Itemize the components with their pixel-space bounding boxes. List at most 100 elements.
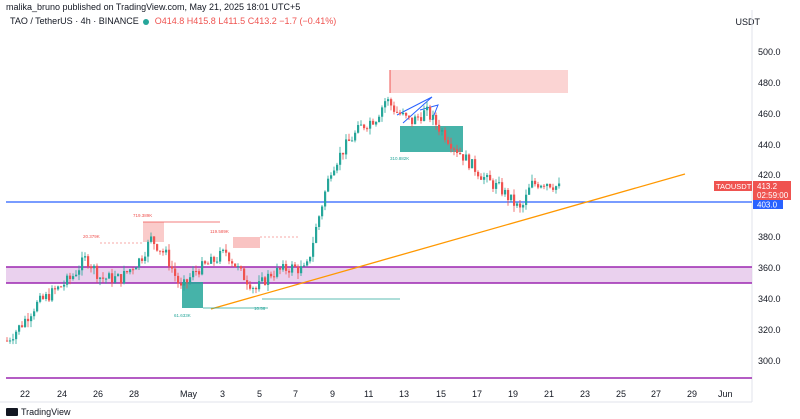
- candle-body: [228, 252, 231, 262]
- candle-body: [345, 139, 348, 155]
- candle-body: [492, 180, 495, 189]
- time-tick: 28: [129, 389, 139, 399]
- symbol-info: TAO / TetherUS · 4h · BINANCE O414.8 H41…: [10, 16, 336, 26]
- candle-body: [531, 180, 534, 188]
- time-tick: Jun: [718, 389, 733, 399]
- candle-body: [249, 284, 252, 289]
- candle-body: [393, 105, 396, 112]
- candle-body: [117, 274, 120, 277]
- candle-body: [162, 251, 165, 253]
- candle-body: [111, 273, 114, 283]
- purple-zone[interactable]: [6, 267, 752, 283]
- candle-body: [321, 206, 324, 217]
- candle-body: [291, 264, 294, 273]
- candle-body: [288, 270, 291, 273]
- annotation-label-d: 61.633K: [174, 313, 191, 318]
- candle-body: [114, 276, 117, 283]
- demand-box-top[interactable]: [400, 126, 463, 152]
- candle-body: [414, 116, 417, 125]
- time-tick: May: [180, 389, 198, 399]
- candle-body: [384, 101, 387, 108]
- candle-body: [36, 301, 39, 312]
- candle-body: [45, 294, 48, 300]
- candle-body: [552, 187, 555, 190]
- candle-body: [306, 261, 309, 266]
- time-tick: 15: [436, 389, 446, 399]
- candle-body: [519, 203, 522, 208]
- candle-body: [63, 284, 66, 287]
- candle-body: [462, 154, 465, 161]
- candle-body: [174, 268, 177, 276]
- candle-body: [222, 249, 225, 251]
- candle-body: [138, 258, 141, 268]
- hline-price-badge: [753, 200, 783, 209]
- time-tick: 23: [580, 389, 590, 399]
- supply-zone[interactable]: [390, 70, 568, 93]
- candle-body: [159, 250, 162, 252]
- supply-box-a[interactable]: [143, 222, 164, 242]
- candle-body: [234, 263, 237, 267]
- price-tick: 300.0: [758, 356, 781, 366]
- time-axis[interactable]: 22 24 26 28 May 3 5 7 9 11 13 15 17 19 2…: [20, 389, 733, 399]
- candle-body: [144, 256, 147, 261]
- candle-body: [474, 159, 477, 172]
- time-tick: 19: [508, 389, 518, 399]
- candle-body: [450, 143, 453, 149]
- candle-body: [129, 269, 132, 273]
- candle-body: [375, 121, 378, 125]
- candle-body: [528, 187, 531, 195]
- candle-body: [180, 283, 183, 286]
- time-tick: 5: [257, 389, 262, 399]
- trend-line[interactable]: [210, 173, 686, 310]
- candle-body: [141, 258, 144, 261]
- candle-body: [507, 189, 510, 201]
- candle-body: [189, 277, 192, 283]
- candle-body: [123, 271, 126, 284]
- price-axis[interactable]: 500.0 480.0 460.0 440.0 420.0 380.0 360.…: [758, 47, 781, 366]
- candle-body: [258, 281, 261, 290]
- candle-body: [312, 242, 315, 257]
- candle-body: [498, 182, 501, 184]
- candle-body: [261, 277, 264, 282]
- time-tick: 11: [364, 389, 373, 399]
- candle-body: [441, 130, 444, 132]
- candle-body: [18, 325, 21, 332]
- candle-body: [363, 124, 366, 129]
- candle-body: [402, 112, 405, 115]
- candle-body: [24, 318, 27, 327]
- footer-brand[interactable]: TradingView: [6, 407, 71, 417]
- candle-body: [465, 154, 468, 161]
- price-tick: 460.0: [758, 109, 781, 119]
- candle-body: [336, 164, 339, 171]
- candle-body: [390, 99, 393, 106]
- candle-body: [360, 124, 363, 126]
- supply-box-b[interactable]: [233, 237, 260, 248]
- countdown-text: 02:59:00: [757, 191, 789, 200]
- candle-body: [93, 265, 96, 269]
- symbol-name[interactable]: TAO / TetherUS · 4h · BINANCE: [10, 16, 139, 26]
- candle-body: [132, 269, 135, 271]
- candle-body: [165, 249, 168, 253]
- last-price-badge: [753, 181, 791, 200]
- candle-body: [171, 266, 174, 269]
- candle-body: [510, 194, 513, 201]
- candlestick-series[interactable]: [6, 96, 561, 345]
- time-tick: 22: [20, 389, 30, 399]
- demand-box-bottom[interactable]: [182, 282, 203, 308]
- candle-body: [183, 279, 186, 286]
- candle-body: [297, 266, 300, 274]
- candle-body: [105, 278, 108, 280]
- time-tick: 26: [93, 389, 103, 399]
- candle-body: [195, 271, 198, 273]
- candle-body: [537, 184, 540, 188]
- time-tick: 29: [687, 389, 697, 399]
- candle-body: [513, 194, 516, 206]
- publisher-header: malika_bruno published on TradingView.co…: [6, 2, 301, 12]
- candle-body: [84, 256, 87, 258]
- candle-body: [150, 236, 153, 242]
- tradingview-logo-icon: [6, 408, 18, 416]
- candle-body: [543, 185, 546, 187]
- hline-price-text: 403.0: [757, 201, 778, 210]
- wedge-pattern-a[interactable]: [396, 96, 433, 124]
